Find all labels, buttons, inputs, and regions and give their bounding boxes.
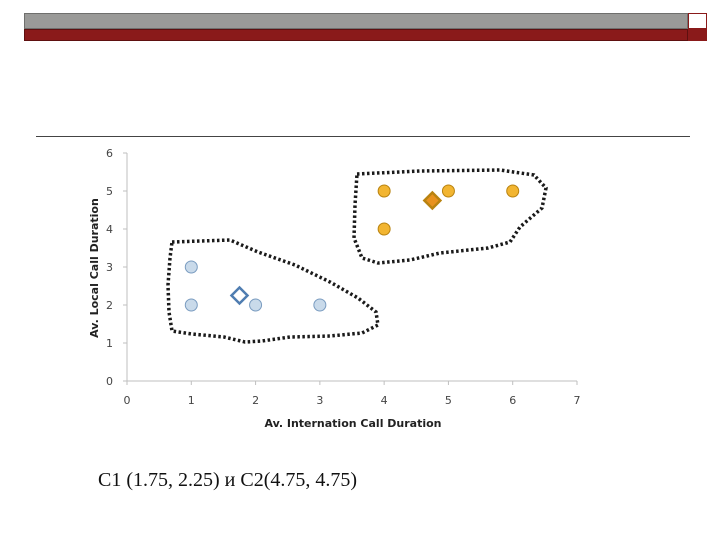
cluster-1-point [249,298,263,312]
y-tick-label: 0 [106,375,113,388]
x-tick-label: 4 [381,394,388,407]
header-square-fill [689,28,706,40]
y-axis-title: Av. Local Call Duration [88,198,101,338]
y-tick-label: 5 [106,185,113,198]
header-bar-gray [24,13,688,29]
x-axis-title: Av. Internation Call Duration [264,417,441,430]
x-tick-label: 0 [124,394,131,407]
y-tick-label: 6 [106,147,113,160]
y-tick-label: 1 [106,337,113,350]
centroid-caption: C1 (1.75, 2.25) и C2(4.75, 4.75) [98,469,358,491]
cluster-1-point [184,298,198,312]
cluster-2-boundary [352,168,548,265]
centroid-2-marker [422,190,443,211]
scatter-chart: 0 1 2 3 4 5 6 7 0 1 2 3 4 5 6 Av. Internation Call Dur… [88,147,581,430]
header-square-ornament [688,13,707,41]
y-tick-label: 2 [106,299,113,312]
x-tick-label: 7 [574,394,581,407]
x-tick-label: 5 [445,394,452,407]
header-bar-red [24,29,688,41]
slide-divider-line [36,136,690,137]
y-tick-label: 3 [106,261,113,274]
cluster-2-point [377,222,391,236]
cluster-1-point [184,260,198,274]
y-tick-label: 4 [106,223,113,236]
chart-marks [184,184,520,312]
x-tick-label: 3 [316,394,323,407]
cluster-1-point [313,298,327,312]
chart-axes: 0 1 2 3 4 5 6 7 0 1 2 3 4 5 6 [106,147,581,407]
cluster-2-point [377,184,391,198]
cluster-2-point [441,184,455,198]
centroid-1-marker [229,285,250,306]
cluster-1-boundary [166,238,380,344]
cluster-2-point [506,184,520,198]
x-tick-label: 1 [188,394,195,407]
x-tick-label: 2 [252,394,259,407]
x-tick-label: 6 [509,394,516,407]
